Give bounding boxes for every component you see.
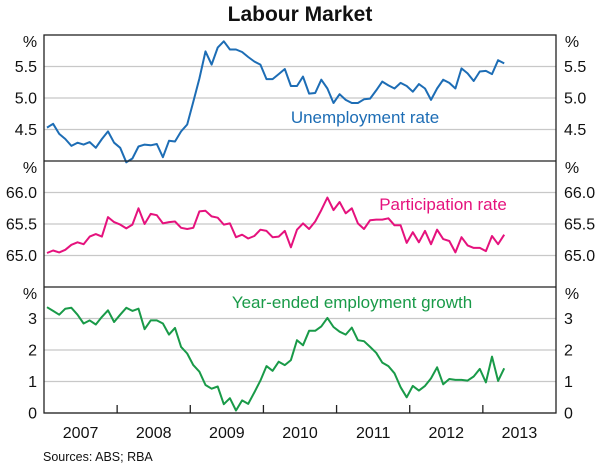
x-tick-label: 2008 xyxy=(136,425,172,442)
y-tick-label-left: 5.5 xyxy=(15,59,37,76)
unit-label-left: % xyxy=(23,34,37,51)
y-tick-label-right: 5.0 xyxy=(564,91,586,108)
unit-label-right: % xyxy=(565,160,579,177)
x-tick-label: 2007 xyxy=(63,425,99,442)
y-tick-label-right: 5.5 xyxy=(564,59,586,76)
plot-border xyxy=(43,34,557,414)
y-tick-label-right: 65.0 xyxy=(564,248,595,265)
chart-title: Labour Market xyxy=(228,3,373,26)
unit-label-right: % xyxy=(565,286,579,303)
series-label: Year-ended employment growth xyxy=(232,293,472,312)
y-tick-label-left: 5.0 xyxy=(15,91,37,108)
x-tick-label: 2011 xyxy=(356,425,391,442)
y-tick-label-left: 65.0 xyxy=(6,248,37,265)
y-tick-label-left: 2 xyxy=(28,343,37,360)
y-tick-label-right: 2 xyxy=(564,343,573,360)
series-line-0 xyxy=(46,40,505,164)
series-label: Participation rate xyxy=(379,195,507,214)
y-tick-label-right: 65.5 xyxy=(564,217,595,234)
y-tick-label-left: 3 xyxy=(28,311,37,328)
y-tick-label-left: 4.5 xyxy=(15,122,37,139)
y-tick-label-right: 3 xyxy=(564,311,573,328)
series-label: Unemployment rate xyxy=(291,108,439,127)
y-tick-label-right: 4.5 xyxy=(564,122,586,139)
y-tick-label-right: 1 xyxy=(564,374,573,391)
series-line-2 xyxy=(46,306,506,412)
y-tick-label-left: 66.0 xyxy=(6,185,37,202)
series-lines xyxy=(46,40,506,412)
series-line-1 xyxy=(46,196,506,254)
axis-labels: 4.5 4.5 5.0 5.0 5.5 5.5% % Unemployment rate 65.… xyxy=(6,34,595,442)
x-tick-label: 2009 xyxy=(209,425,245,442)
y-tick-label-right: 66.0 xyxy=(564,185,595,202)
y-tick-label-left: 1 xyxy=(28,374,37,391)
y-tick-label-left: 0 xyxy=(28,406,37,423)
x-tick-label: 2010 xyxy=(282,425,318,442)
plot-frame xyxy=(43,34,557,414)
x-tick-label: 2013 xyxy=(502,425,538,442)
unit-label-left: % xyxy=(23,160,37,177)
unit-label-left: % xyxy=(23,286,37,303)
source-note: Sources: ABS; RBA xyxy=(43,450,153,464)
y-tick-label-left: 65.5 xyxy=(6,217,37,234)
y-tick-label-right: 0 xyxy=(564,406,573,423)
x-tick-label: 2012 xyxy=(428,425,464,442)
unit-label-right: % xyxy=(565,34,579,51)
